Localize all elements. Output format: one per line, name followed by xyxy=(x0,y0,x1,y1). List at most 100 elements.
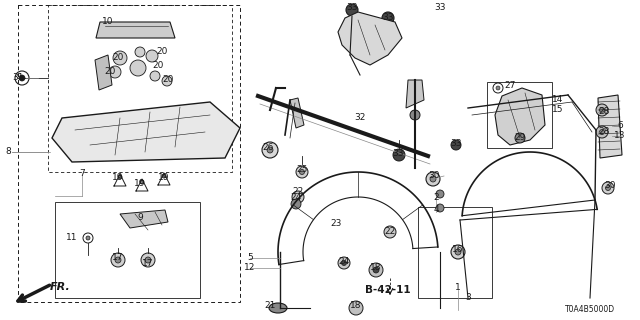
Text: 33: 33 xyxy=(392,149,404,158)
Text: 19: 19 xyxy=(112,173,124,182)
Text: 3: 3 xyxy=(465,293,471,302)
Text: 29: 29 xyxy=(515,133,525,142)
Text: 30: 30 xyxy=(604,181,616,190)
Circle shape xyxy=(602,182,614,194)
Text: 4: 4 xyxy=(433,205,439,214)
Text: 17: 17 xyxy=(112,253,124,262)
Text: 22: 22 xyxy=(292,188,303,196)
Circle shape xyxy=(596,104,608,116)
Circle shape xyxy=(162,76,172,86)
Bar xyxy=(18,5,240,302)
Circle shape xyxy=(382,12,394,24)
Text: 20: 20 xyxy=(104,68,116,76)
Circle shape xyxy=(140,180,144,184)
Text: FR.: FR. xyxy=(50,282,71,292)
Text: 24: 24 xyxy=(339,258,349,267)
Text: 20: 20 xyxy=(163,76,173,84)
Text: 16: 16 xyxy=(452,245,464,254)
Circle shape xyxy=(338,257,350,269)
Bar xyxy=(487,82,552,148)
Polygon shape xyxy=(120,210,168,228)
Circle shape xyxy=(291,199,301,209)
Text: 11: 11 xyxy=(67,234,77,243)
Circle shape xyxy=(118,175,122,179)
Circle shape xyxy=(600,130,605,134)
Text: 14: 14 xyxy=(552,95,564,105)
Circle shape xyxy=(605,186,611,190)
Circle shape xyxy=(135,47,145,57)
Text: 13: 13 xyxy=(614,132,626,140)
Text: T0A4B5000D: T0A4B5000D xyxy=(565,306,615,315)
Polygon shape xyxy=(598,95,622,158)
Text: 9: 9 xyxy=(137,213,143,222)
Circle shape xyxy=(436,204,444,212)
Text: 31: 31 xyxy=(12,74,24,83)
Circle shape xyxy=(162,174,166,178)
Bar xyxy=(55,202,200,298)
Circle shape xyxy=(496,86,500,90)
Circle shape xyxy=(349,301,363,315)
Text: 22: 22 xyxy=(385,228,396,236)
Polygon shape xyxy=(290,98,304,128)
Circle shape xyxy=(111,253,125,267)
Circle shape xyxy=(600,108,605,113)
Circle shape xyxy=(455,249,461,255)
Circle shape xyxy=(292,191,304,203)
Circle shape xyxy=(141,253,155,267)
Bar xyxy=(48,5,232,172)
Circle shape xyxy=(451,140,461,150)
Text: 10: 10 xyxy=(102,18,114,27)
Circle shape xyxy=(384,226,396,238)
Text: 5: 5 xyxy=(247,253,253,262)
Text: 25: 25 xyxy=(296,165,308,174)
Text: 15: 15 xyxy=(552,106,564,115)
Text: 33: 33 xyxy=(346,4,358,12)
Circle shape xyxy=(426,172,440,186)
Circle shape xyxy=(262,142,278,158)
Text: 28: 28 xyxy=(598,108,610,116)
Text: 26: 26 xyxy=(262,143,274,153)
Circle shape xyxy=(296,166,308,178)
Polygon shape xyxy=(96,22,175,38)
Text: 1: 1 xyxy=(455,284,461,292)
Text: 18: 18 xyxy=(350,301,362,310)
Circle shape xyxy=(300,170,305,174)
Text: 20: 20 xyxy=(156,47,168,57)
Circle shape xyxy=(369,263,383,277)
Polygon shape xyxy=(495,88,545,145)
Circle shape xyxy=(145,257,151,263)
Circle shape xyxy=(515,133,525,143)
Circle shape xyxy=(146,50,158,62)
Circle shape xyxy=(115,257,121,263)
Text: 28: 28 xyxy=(598,127,610,137)
Circle shape xyxy=(150,71,160,81)
Text: 32: 32 xyxy=(355,114,365,123)
Text: 21: 21 xyxy=(264,301,276,310)
Circle shape xyxy=(109,66,121,78)
Text: B-42-11: B-42-11 xyxy=(365,285,411,295)
Text: 12: 12 xyxy=(244,263,256,273)
Circle shape xyxy=(410,110,420,120)
Circle shape xyxy=(393,149,405,161)
Circle shape xyxy=(267,147,273,153)
Text: 20: 20 xyxy=(152,61,164,70)
Text: 8: 8 xyxy=(5,148,11,156)
Text: 24: 24 xyxy=(291,194,301,203)
Circle shape xyxy=(113,51,127,65)
Circle shape xyxy=(596,126,608,138)
Bar xyxy=(418,207,492,298)
Text: 6: 6 xyxy=(617,122,623,131)
Text: 23: 23 xyxy=(330,220,342,228)
Circle shape xyxy=(346,4,358,16)
Circle shape xyxy=(342,260,346,266)
Ellipse shape xyxy=(269,303,287,313)
Polygon shape xyxy=(406,80,424,108)
Text: 33: 33 xyxy=(382,13,394,22)
Text: 27: 27 xyxy=(504,82,516,91)
Circle shape xyxy=(436,190,444,198)
Text: 18: 18 xyxy=(371,263,381,273)
Polygon shape xyxy=(338,12,402,65)
Circle shape xyxy=(373,267,379,273)
Circle shape xyxy=(19,75,25,81)
Text: 7: 7 xyxy=(79,170,85,179)
